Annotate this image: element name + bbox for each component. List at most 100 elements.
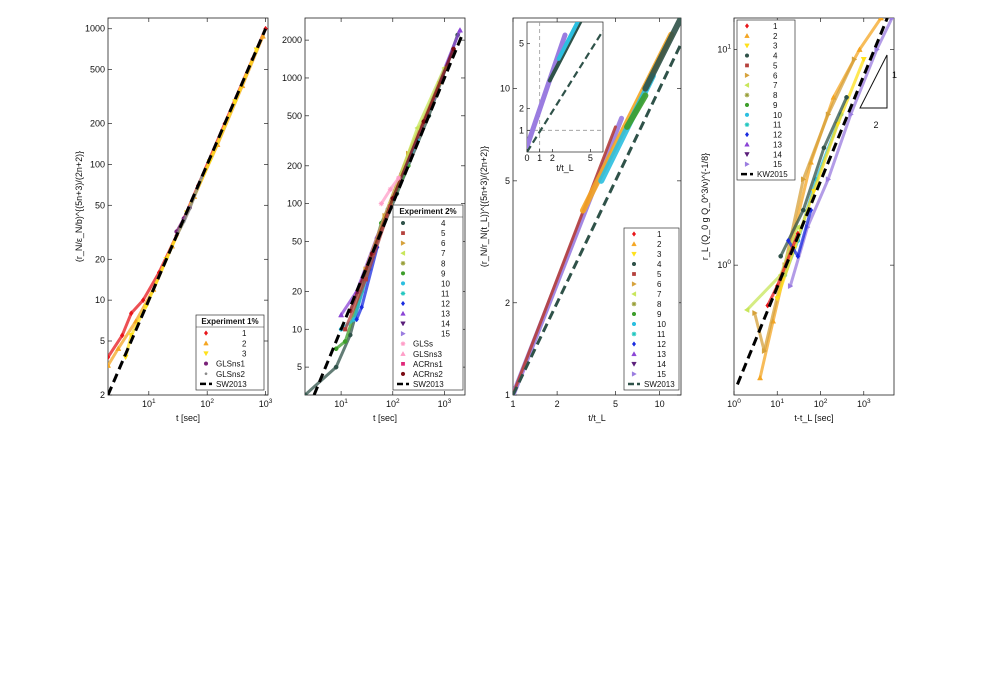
legend-title-base: Experiment 1% xyxy=(201,317,258,326)
legend-label: 13 xyxy=(657,350,666,359)
y-tick-label: 100 xyxy=(717,259,731,270)
legend-label: 13 xyxy=(441,310,450,319)
y-tick-label: 10 xyxy=(95,295,105,305)
slope-run-label-base: 2 xyxy=(873,120,878,130)
slope-rise-label: 1 xyxy=(892,70,897,80)
x-tick-label: 2 xyxy=(555,399,560,409)
legend-marker xyxy=(631,331,637,337)
series-7-segment xyxy=(745,273,783,312)
inset-x-axis-label-base: t/t_L xyxy=(556,163,574,173)
inset-series-15-track xyxy=(527,32,568,150)
series-4-segment xyxy=(779,208,805,258)
legend-entry-13: 13 xyxy=(631,350,666,359)
legend-label-base: 1 xyxy=(657,230,662,239)
series-15-point xyxy=(787,283,794,290)
inset-x-tick-label-base: 1 xyxy=(537,153,542,163)
inset-x-tick-label: 1 xyxy=(537,153,542,163)
legend-label-base: 1 xyxy=(773,22,778,31)
series-2-point xyxy=(877,18,885,21)
legend-label-base: 6 xyxy=(441,239,446,248)
series-1-point xyxy=(140,297,146,304)
x-tick-label: 10 xyxy=(655,399,665,409)
y-tick-label-base: 50 xyxy=(95,200,105,210)
legend-entry-8: 8 xyxy=(744,91,778,100)
legend-label: 7 xyxy=(441,249,446,258)
y-tick-label: 2000 xyxy=(282,35,302,45)
legend-marker xyxy=(744,32,750,38)
y-tick-label-base: 2 xyxy=(505,298,510,308)
y-tick-label-base: 2 xyxy=(100,390,105,400)
series-2-segment xyxy=(108,347,120,367)
x-tick-label: 100 xyxy=(727,398,741,409)
series-4-point xyxy=(821,145,827,151)
legend-entry-6: 6 xyxy=(744,71,778,80)
legend-label: 7 xyxy=(657,290,662,299)
y-tick-label: 20 xyxy=(95,254,105,264)
legend-marker xyxy=(400,271,406,276)
legend-marker xyxy=(744,161,750,167)
x-tick-label-base: 10 xyxy=(727,399,737,409)
legend-label-base: 8 xyxy=(657,300,662,309)
legend-label-base: 8 xyxy=(441,259,446,268)
x-tick-label: 1 xyxy=(510,399,515,409)
legend-label-base: 3 xyxy=(657,250,662,259)
plot-area xyxy=(305,27,464,395)
inset-y-tick-label: 1 xyxy=(519,125,524,135)
series-GLSs-segment xyxy=(379,187,392,206)
legend-label-base: 15 xyxy=(441,330,450,339)
series-4-segment xyxy=(334,333,352,369)
x-tick-label-exp: 3 xyxy=(448,398,452,405)
legend-label: ACRns1 xyxy=(413,360,443,369)
legend-label: 2 xyxy=(242,339,247,348)
legend-entry-2: 2 xyxy=(744,32,778,41)
legend-label: 15 xyxy=(441,330,450,339)
y-tick-label-base: 100 xyxy=(90,159,105,169)
legend-entry-5: 5 xyxy=(632,270,662,279)
y-tick-label: 2 xyxy=(100,390,105,400)
series-1-point xyxy=(108,354,111,361)
x-tick-label-exp: 2 xyxy=(396,398,400,405)
legend-marker xyxy=(631,261,637,267)
series-12-point xyxy=(354,316,359,323)
legend-entry-4: 4 xyxy=(400,219,446,228)
x-tick-label-base: 10 xyxy=(386,399,396,409)
inset-y-tick-label: 2 xyxy=(519,104,524,114)
legend-label: SW2013 xyxy=(644,380,675,389)
plot-frame xyxy=(304,17,466,396)
plot-area xyxy=(513,18,681,395)
series-13-point xyxy=(456,27,464,33)
y-tick-label-base: 2000 xyxy=(282,35,302,45)
series-7-point xyxy=(743,306,750,313)
legend-label-base: 10 xyxy=(773,111,782,120)
y-tick-label-base: 200 xyxy=(287,161,302,171)
x-tick-label-base: 10 xyxy=(655,399,665,409)
legend-label: 10 xyxy=(773,111,782,120)
legend-label: GLSns1 xyxy=(216,360,245,369)
legend-entry-7: 7 xyxy=(631,290,662,299)
series-6-segment xyxy=(801,112,830,181)
y-tick-label-base: 500 xyxy=(90,65,105,75)
legend-label: 9 xyxy=(657,310,662,319)
legend-marker xyxy=(744,152,750,158)
legend-entry-11: 11 xyxy=(400,289,450,298)
legend-label: 8 xyxy=(441,259,446,268)
legend-label-base: 6 xyxy=(773,71,778,80)
series-12-point xyxy=(795,253,801,260)
series-15-segment xyxy=(826,112,853,181)
legend-marker xyxy=(203,330,209,336)
legend-entry-6: 6 xyxy=(631,280,662,289)
y-tick-label: 5 xyxy=(100,336,105,346)
legend-entry-12: 12 xyxy=(400,300,450,309)
legend-marker xyxy=(631,351,637,357)
legend-entry-13: 13 xyxy=(400,310,450,319)
series-2-segment xyxy=(788,160,813,250)
y-tick-label: 200 xyxy=(287,161,302,171)
slope-rise-label-base: 1 xyxy=(892,70,897,80)
legend-label-base: 13 xyxy=(441,310,450,319)
legend-marker xyxy=(631,251,637,257)
legend-marker xyxy=(400,330,406,337)
x-tick-label-base: 10 xyxy=(259,399,269,409)
legend-title: Experiment 2% xyxy=(399,207,456,216)
x-axis-label-base: t [sec] xyxy=(373,413,397,423)
